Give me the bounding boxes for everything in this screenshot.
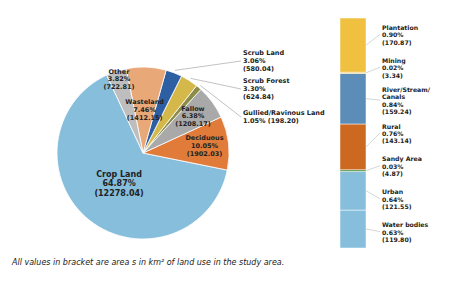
svg-text:Urban0.64%(121.55): Urban0.64%(121.55) <box>382 188 412 210</box>
svg-text:Other3.82%(722.81): Other3.82%(722.81) <box>103 68 134 92</box>
svg-text:Rural0.76%(143.14): Rural0.76%(143.14) <box>382 122 412 144</box>
svg-text:Plantation0.90%(170.87): Plantation0.90%(170.87) <box>382 23 418 45</box>
svg-text:Scrub Forest3.30%(624.84): Scrub Forest3.30%(624.84) <box>243 77 290 101</box>
html-text:All values in bracket are area: All values in bracket are area s in km² … <box>12 258 285 267</box>
svg-text:Water bodies0.63%(119.80): Water bodies0.63%(119.80) <box>382 221 429 243</box>
svg-text:Fallow6.38%(1208.17): Fallow6.38%(1208.17) <box>175 105 211 129</box>
svg-text:Gullied/Ravinous Land1.05% (19: Gullied/Ravinous Land1.05% (198.20) <box>243 109 325 125</box>
svg-text:Scrub Land3.06%(580.04): Scrub Land3.06%(580.04) <box>243 49 284 73</box>
svg-text:Sandy Area0.03%(4.87): Sandy Area0.03%(4.87) <box>382 155 422 177</box>
svg-text:River/Stream/Canals0.84%(159.2: River/Stream/Canals0.84%(159.24) <box>382 85 431 114</box>
svg-text:Mining0.02%(3.34): Mining0.02%(3.34) <box>382 56 406 78</box>
svg-text:Crop Land64.87%(12278.04): Crop Land64.87%(12278.04) <box>94 169 143 197</box>
svg-text:Deciduous10.05%(1902.03): Deciduous10.05%(1902.03) <box>185 134 223 158</box>
svg-text:Wasteland7.46%(1412.15): Wasteland7.46%(1412.15) <box>125 98 164 122</box>
